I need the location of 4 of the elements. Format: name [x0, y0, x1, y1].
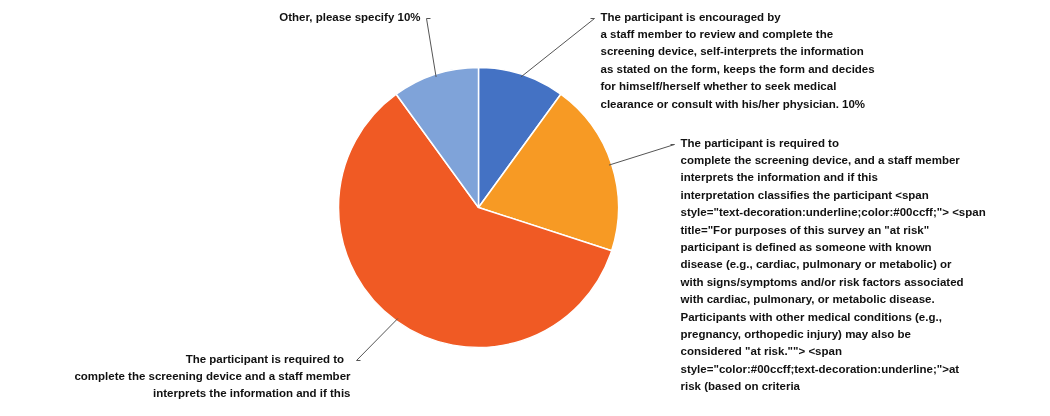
slice-label: The participant is encouraged by a staff member to review and complete the screening device, self-interprets the information as stated on the form, keeps the form and decides for himself/herself whether to seek medical clearance or consult with his/her physician. 10% [600, 10, 875, 110]
category-label: The participant is required to complete the screening device, and a staff member interprets the information and if this interpretation classifies the participant <span style="text-decoration:underline;color:#00ccff;"> <span title="For purposes of this survey an "at risk" participant is defined as someone with known disease (e.g., cardiac, pulmonary or metabolic) or with signs/symptoms and/or risk factors associated with cardiac, pulmonary, or metabolic disease. Participants with other medical conditions (e.g., pregnancy, orthopedic injury) may also be considered "at risk.""> <span style="color:#00ccff;text-decoration:underline;">at risk (based on criteria [680, 136, 986, 393]
slice-label: The participant is required to complete the screening device and a staff member interprets the information and if this [74, 352, 352, 400]
slice-label: Other, please specify 10% [279, 10, 421, 23]
